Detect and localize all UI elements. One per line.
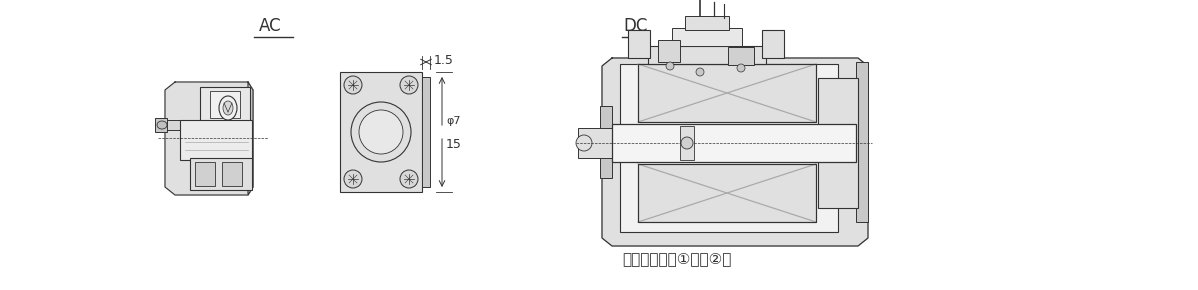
Bar [195, 162, 214, 186]
Circle shape [400, 170, 418, 188]
Text: DC: DC [623, 17, 647, 35]
Text: AC: AC [259, 17, 282, 35]
Bar [680, 126, 694, 160]
Circle shape [696, 68, 704, 76]
Circle shape [400, 76, 418, 94]
Bar [180, 120, 252, 160]
Text: 1.5: 1.5 [434, 55, 454, 68]
Circle shape [666, 62, 674, 70]
Bar [612, 124, 857, 162]
Bar [685, 16, 730, 30]
Bar [639, 64, 816, 122]
Bar [340, 72, 422, 192]
Bar [639, 64, 816, 122]
Ellipse shape [219, 96, 237, 120]
Bar [658, 40, 680, 62]
Text: φ7: φ7 [446, 116, 460, 126]
Ellipse shape [157, 121, 167, 129]
Circle shape [344, 170, 362, 188]
Bar [728, 47, 754, 65]
Bar [621, 64, 837, 232]
Circle shape [351, 102, 411, 162]
Bar [628, 30, 651, 58]
Text: 15: 15 [446, 138, 462, 151]
Polygon shape [248, 82, 253, 195]
Bar [210, 91, 240, 118]
Bar [600, 106, 612, 178]
Bar [165, 120, 202, 130]
Bar [222, 162, 242, 186]
Bar [857, 62, 869, 222]
Circle shape [737, 64, 745, 72]
Bar [200, 87, 250, 122]
Polygon shape [165, 82, 253, 195]
Bar [639, 164, 816, 222]
Circle shape [680, 137, 692, 149]
Bar [422, 77, 430, 187]
Bar [639, 164, 816, 222]
Bar [672, 28, 742, 46]
Text: 注）極性あり①＋、②－: 注）極性あり①＋、②－ [622, 251, 731, 266]
Circle shape [344, 76, 362, 94]
Bar [762, 30, 783, 58]
Bar [648, 46, 766, 64]
Bar [577, 128, 612, 158]
Bar [155, 118, 167, 132]
Bar [190, 158, 252, 190]
Ellipse shape [223, 101, 232, 115]
Circle shape [359, 110, 403, 154]
Circle shape [576, 135, 592, 151]
Bar [818, 78, 858, 208]
Polygon shape [603, 58, 869, 246]
